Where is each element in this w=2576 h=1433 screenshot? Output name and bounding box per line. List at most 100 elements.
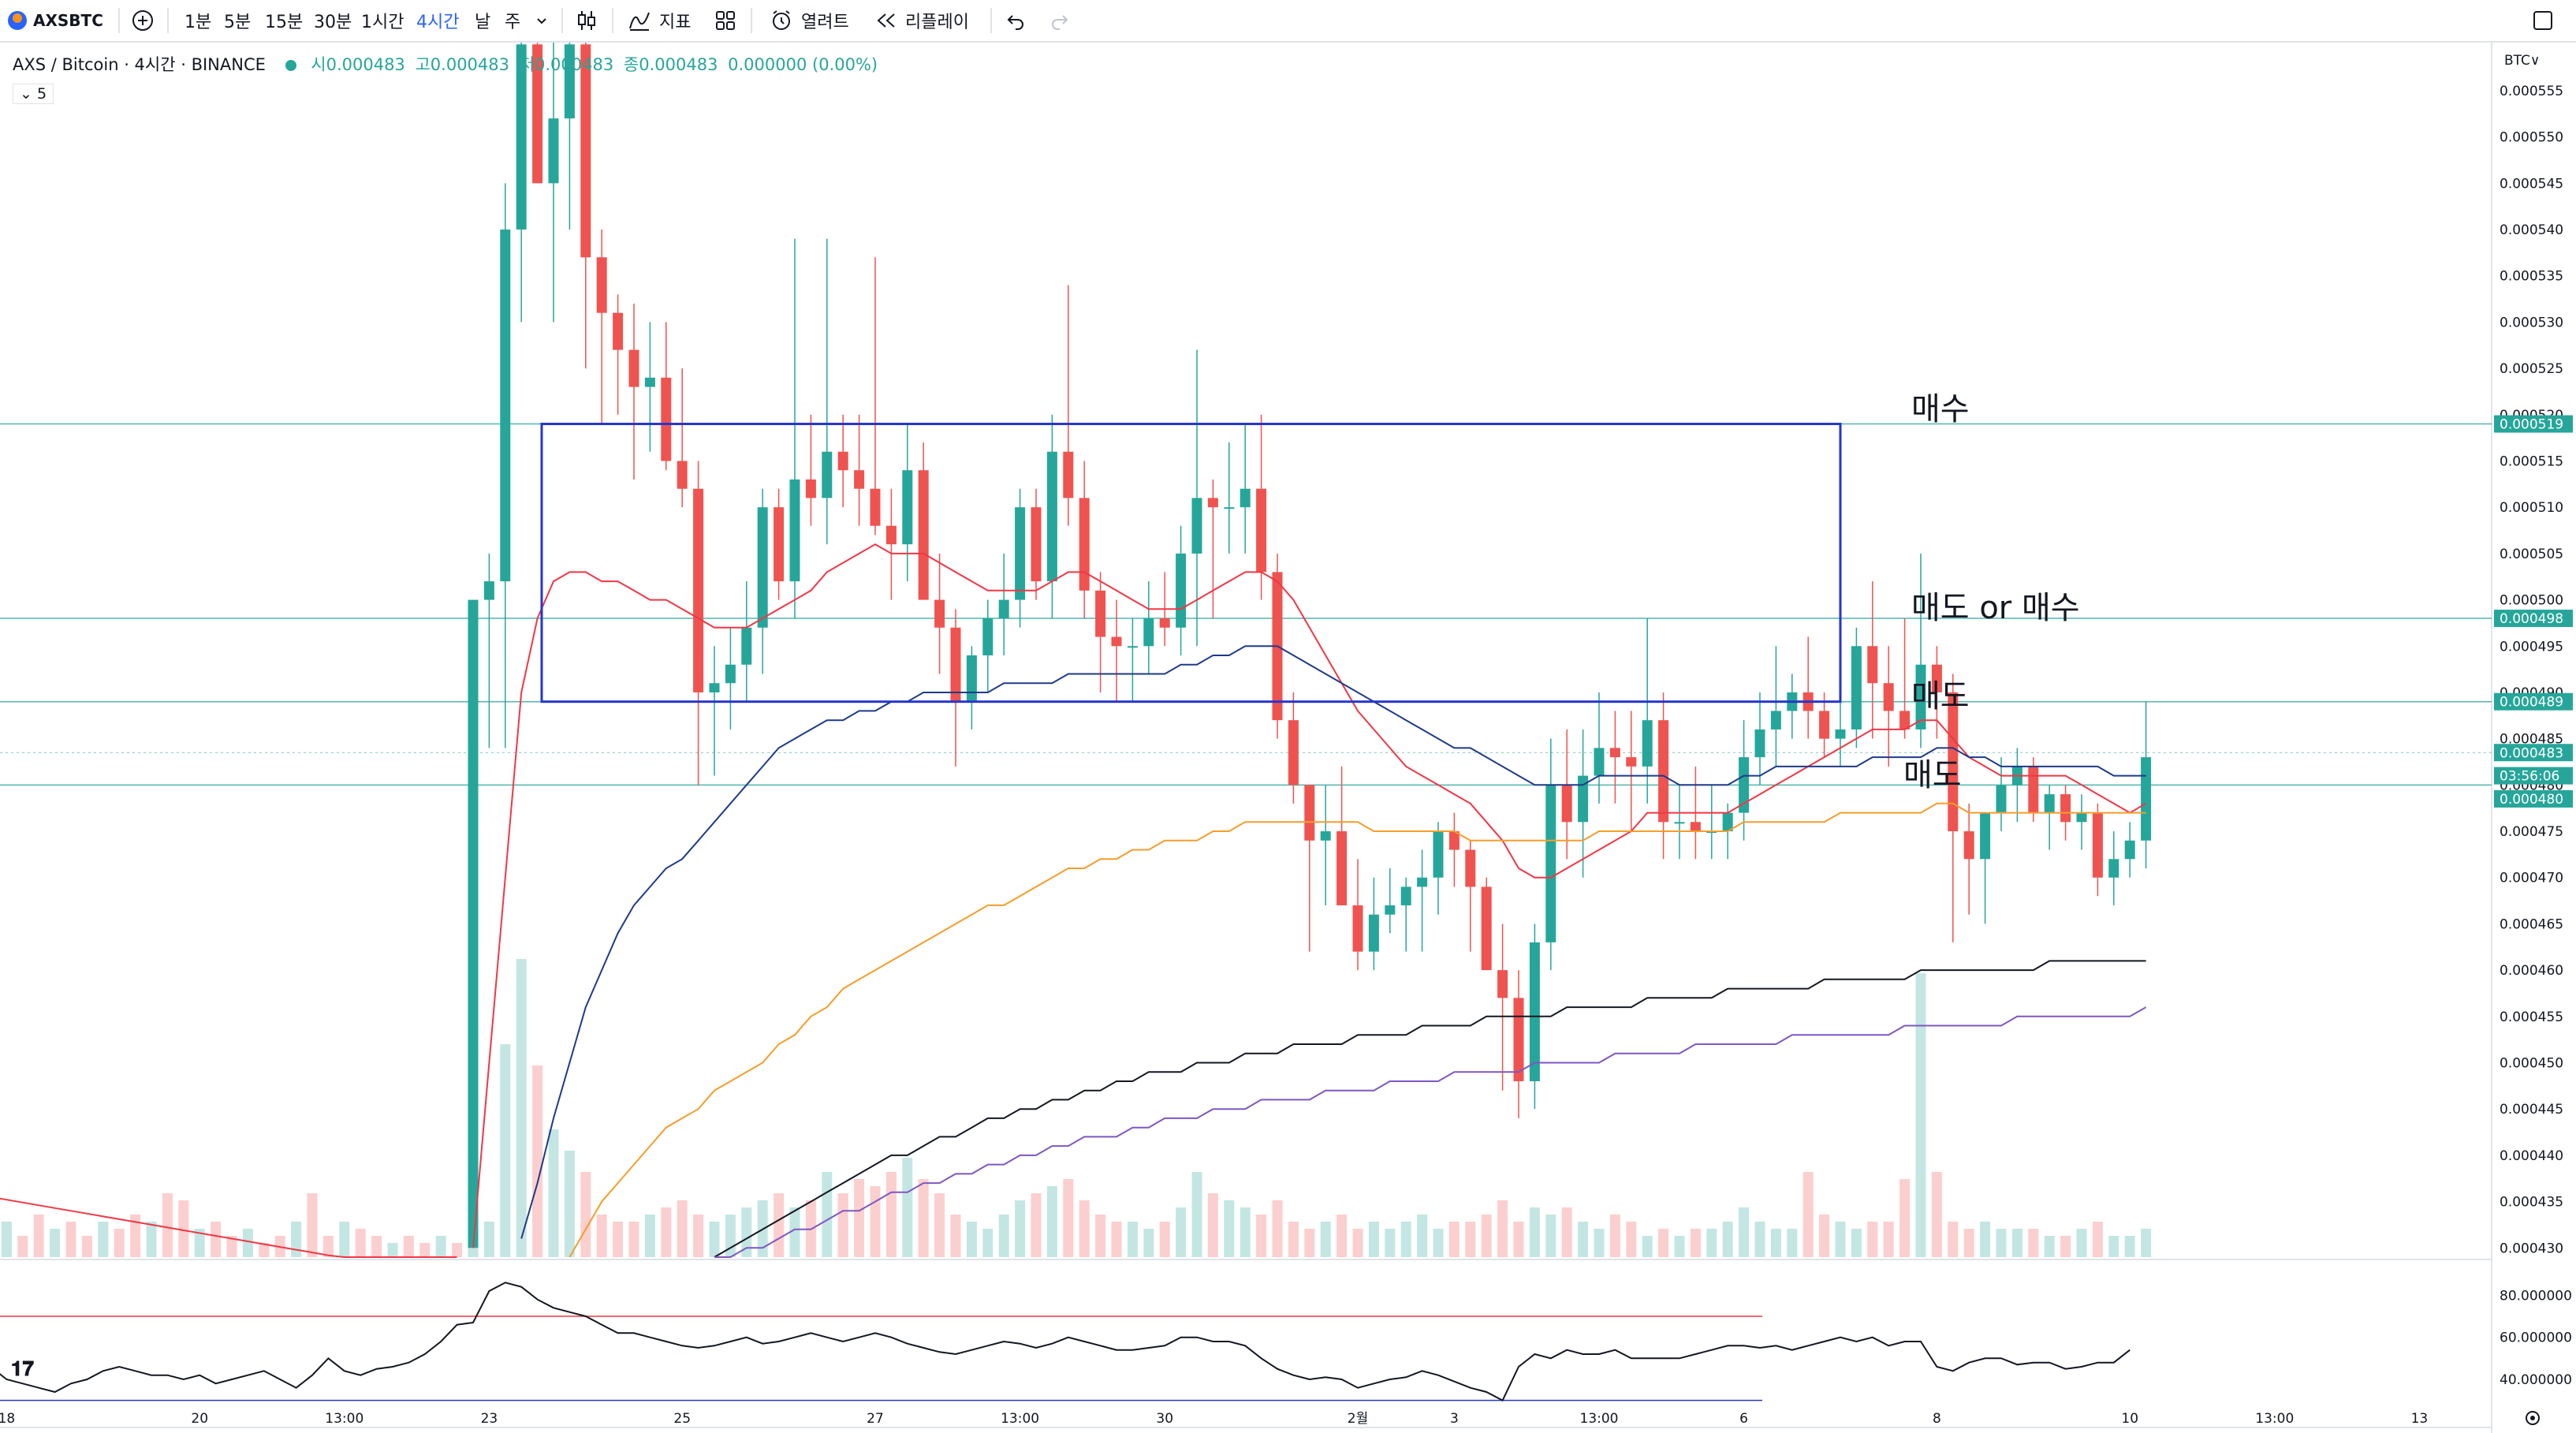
candle bbox=[1626, 711, 1637, 832]
alert-button[interactable]: 열려트 bbox=[770, 0, 849, 41]
undo-button[interactable] bbox=[1005, 0, 1027, 41]
interval-30m[interactable]: 30분 bbox=[314, 0, 352, 41]
layouts-button[interactable] bbox=[714, 0, 736, 41]
candle bbox=[805, 414, 816, 526]
moving-average-line bbox=[569, 802, 2146, 1258]
volume-bar bbox=[2141, 1229, 2152, 1257]
candle bbox=[854, 414, 865, 526]
indicator-count: 5 bbox=[36, 85, 47, 103]
candle bbox=[1207, 479, 1218, 619]
interval-5m[interactable]: 5분 bbox=[224, 0, 251, 41]
replay-button[interactable]: 리플레이 bbox=[875, 0, 969, 41]
candle bbox=[532, 43, 543, 184]
candle bbox=[644, 322, 655, 452]
interval-day[interactable]: 날 bbox=[475, 0, 490, 41]
candle bbox=[1851, 627, 1862, 748]
candle-body bbox=[516, 44, 527, 230]
chart-type-button[interactable] bbox=[576, 0, 598, 41]
candle-body bbox=[1674, 822, 1685, 824]
annotation-sell-or-buy[interactable]: 매도 or 매수 bbox=[1911, 590, 2080, 627]
candle-body bbox=[1481, 886, 1492, 971]
interval-label: 날 bbox=[475, 13, 491, 32]
volume-bar bbox=[644, 1215, 655, 1257]
candle-body bbox=[774, 507, 785, 582]
rsi-line bbox=[0, 1282, 2131, 1402]
toolbar-divider bbox=[612, 8, 613, 33]
candle bbox=[1433, 822, 1444, 915]
volume-bar bbox=[628, 1222, 639, 1257]
candle-body bbox=[1578, 775, 1589, 823]
candle-body bbox=[1224, 507, 1235, 509]
candle-body bbox=[1031, 507, 1042, 582]
candle-body bbox=[1819, 711, 1830, 739]
candle bbox=[1835, 692, 1846, 767]
candle bbox=[2076, 794, 2087, 850]
candle bbox=[902, 424, 913, 582]
candle bbox=[757, 488, 768, 674]
candle bbox=[1015, 488, 1026, 628]
redo-button[interactable] bbox=[1049, 0, 1071, 41]
candle-body bbox=[1448, 831, 1459, 850]
candle-body bbox=[934, 599, 945, 628]
price-axis[interactable]: BTC∨ 0.000555 0.000550 0.000545 0.000540 0.00… bbox=[2494, 53, 2573, 1388]
symbol-search[interactable]: AXSBTC bbox=[8, 0, 103, 41]
volume-bar bbox=[114, 1229, 125, 1257]
candle bbox=[837, 414, 848, 508]
candle bbox=[1385, 868, 1396, 934]
add-symbol-button[interactable] bbox=[131, 0, 155, 41]
fullscreen-button[interactable] bbox=[2531, 0, 2555, 41]
interval-week[interactable]: 주 bbox=[505, 0, 520, 41]
interval-label: 4시간 bbox=[416, 13, 460, 32]
candle bbox=[1063, 285, 1074, 526]
volume-bar bbox=[1980, 1222, 1991, 1257]
time-tick-label: 2월 bbox=[1348, 1411, 1368, 1427]
interval-1m[interactable]: 1분 bbox=[185, 0, 211, 41]
candle-body bbox=[1770, 711, 1781, 730]
candle-body bbox=[902, 470, 913, 545]
interval-dropdown[interactable] bbox=[535, 0, 549, 41]
interval-4h[interactable]: 4시간 bbox=[416, 0, 459, 41]
candle-body bbox=[1207, 498, 1218, 508]
volume-bar bbox=[500, 1044, 511, 1257]
candle-body bbox=[1240, 488, 1251, 508]
volume-bar bbox=[1224, 1200, 1235, 1257]
candle bbox=[1642, 618, 1653, 804]
candle-body bbox=[1706, 831, 1717, 834]
candle bbox=[677, 368, 688, 508]
candle-body bbox=[1996, 785, 2007, 813]
indicators-button[interactable]: 지표 bbox=[628, 0, 691, 41]
volume-bar bbox=[2108, 1236, 2119, 1257]
chart-legend: AXS / Bitcoin · 4시간 · BINANCE 시0.000483 … bbox=[13, 52, 878, 76]
volume-bar bbox=[1497, 1200, 1508, 1257]
volume-bar bbox=[1, 1222, 12, 1257]
annotation-sell[interactable]: 매도 bbox=[1903, 756, 1962, 793]
volume-bar bbox=[1272, 1200, 1283, 1257]
time-tick-label: 13:00 bbox=[1580, 1411, 1619, 1427]
candle bbox=[628, 303, 639, 480]
annotation-sell[interactable]: 매도 bbox=[1911, 677, 1970, 715]
price-tick-label: 0.000510 bbox=[2500, 500, 2563, 516]
volume-bar bbox=[918, 1179, 929, 1257]
candle-body bbox=[564, 44, 575, 119]
candle-body bbox=[596, 257, 607, 313]
indicators-label: 지표 bbox=[659, 13, 692, 32]
range-box[interactable] bbox=[540, 423, 1842, 703]
annotation-buy[interactable]: 매수 bbox=[1911, 391, 1970, 428]
time-axis[interactable]: 18 20 13:00 23 25 27 13:00 30 2월 3 13:00 6 8 10 13:00 1… bbox=[0, 1357, 2576, 1427]
volume-bar bbox=[419, 1243, 431, 1257]
candle-body bbox=[741, 627, 752, 665]
legend-title[interactable]: AXS / Bitcoin · 4시간 · BINANCE bbox=[13, 55, 266, 74]
candle-body bbox=[725, 664, 736, 684]
indicator-collapse-toggle[interactable]: ⌄ 5 bbox=[13, 84, 54, 104]
candle bbox=[1899, 618, 1911, 739]
candlesticks bbox=[468, 43, 2152, 1248]
price-label-bg bbox=[2494, 744, 2573, 762]
volume-bar bbox=[822, 1172, 833, 1257]
interval-1h[interactable]: 1시간 bbox=[361, 0, 404, 41]
volume-bar bbox=[403, 1236, 414, 1257]
settings-gear-icon[interactable] bbox=[2526, 1411, 2540, 1425]
volume-bar bbox=[1465, 1222, 1476, 1257]
price-chart[interactable]: BTC∨ 0.000555 0.000550 0.000545 0.000540 0.00… bbox=[0, 43, 2576, 1433]
candle bbox=[2108, 831, 2119, 905]
interval-15m[interactable]: 15분 bbox=[265, 0, 303, 41]
